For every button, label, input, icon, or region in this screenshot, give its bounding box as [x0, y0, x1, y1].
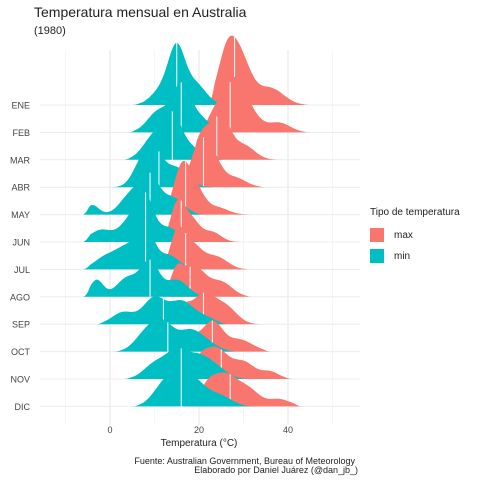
- x-tick-label: 0: [107, 425, 112, 435]
- y-tick-label: DIC: [15, 402, 31, 412]
- ridge-min-ago: [83, 259, 208, 297]
- chart-title: Temperatura mensual en Australia: [34, 4, 247, 20]
- legend-title: Tipo de temperatura: [370, 207, 460, 218]
- x-axis-title: Temperatura (°C): [161, 438, 238, 449]
- ridge-min-sep: [96, 296, 226, 325]
- ridge-max-jul: [158, 226, 253, 270]
- y-tick-label: ENE: [11, 101, 30, 111]
- legend-key-max: [370, 228, 384, 242]
- y-tick-label: JUN: [13, 238, 31, 248]
- y-tick-label: MAY: [11, 210, 30, 220]
- legend-item-min: min: [370, 247, 460, 265]
- legend-item-max: max: [370, 226, 460, 244]
- ridge-max-mar: [190, 114, 288, 160]
- x-tick-label: 20: [194, 425, 204, 435]
- y-tick-label: ABR: [11, 183, 30, 193]
- y-tick-label: JUL: [14, 265, 30, 275]
- ridge-min-ene: [132, 42, 244, 105]
- ridge-min-feb: [127, 82, 240, 133]
- y-tick-label: NOV: [10, 375, 30, 385]
- legend-label-max: max: [394, 229, 413, 241]
- ridge-max-abr: [176, 137, 266, 188]
- legend-label-min: min: [394, 250, 411, 262]
- y-tick-label: SEP: [12, 320, 30, 330]
- ridge-min-oct: [114, 318, 235, 352]
- ridge-min-abr: [110, 145, 217, 188]
- ridge-min-nov: [123, 348, 248, 379]
- caption-source: Fuente: Australian Government, Bureau of…: [134, 456, 355, 466]
- ridge-min-jul: [83, 222, 204, 270]
- x-tick-label: 40: [283, 425, 293, 435]
- chart-subtitle: (1980): [34, 25, 66, 37]
- ridge-min-dic: [132, 367, 257, 407]
- y-tick-label: FEB: [12, 128, 30, 138]
- ridge-max-feb: [199, 76, 311, 133]
- y-tick-label: OCT: [11, 347, 31, 357]
- legend-key-min: [370, 249, 384, 263]
- ridge-min-jun: [83, 191, 199, 242]
- legend: Tipo de temperatura max min: [370, 207, 460, 265]
- y-tick-label: MAR: [10, 155, 31, 165]
- caption-author: Elaborado por Daniel Juárez (@dan_jb_): [194, 465, 358, 475]
- y-tick-label: AGO: [10, 292, 30, 302]
